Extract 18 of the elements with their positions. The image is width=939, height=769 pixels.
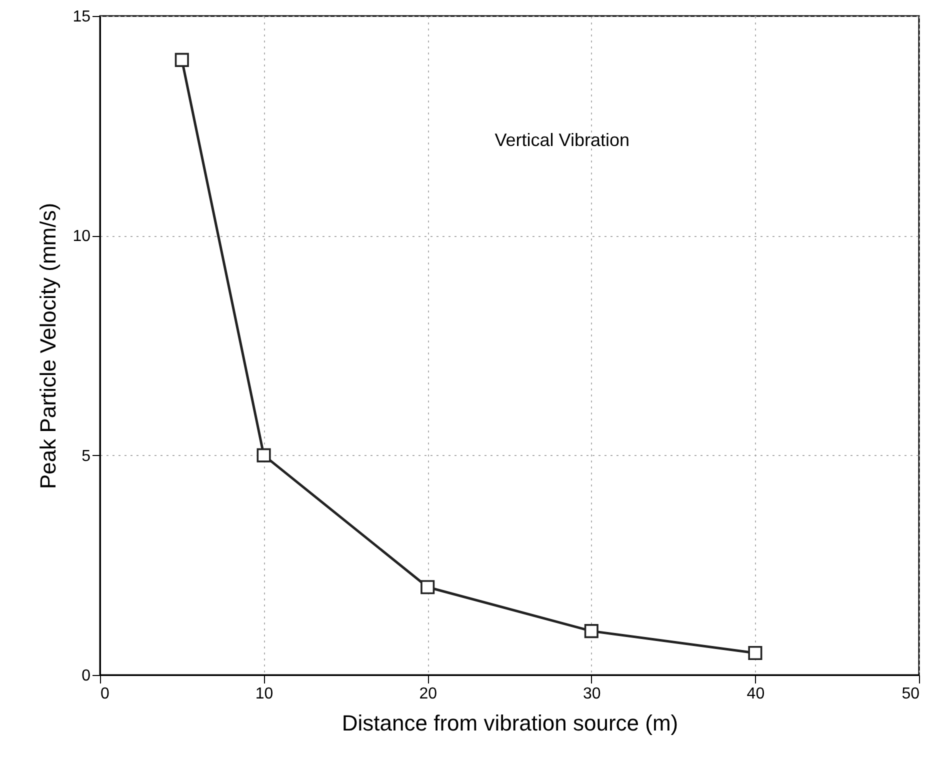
y-tick-label: 0 [82, 668, 91, 684]
annotation: Vertical Vibration [494, 130, 630, 150]
point [420, 580, 435, 594]
y-tick-label: 5 [82, 448, 91, 465]
point [584, 624, 598, 638]
point [256, 448, 271, 462]
x-axis-title: Distance from vibration source (m) [342, 710, 678, 736]
x-tick-label: 10 [255, 686, 274, 702]
x-tick-label: 30 [583, 686, 601, 702]
y-axis-title: Peak Particle Velocity (mm/s) [36, 202, 61, 490]
x-tick-label: 40 [746, 686, 765, 702]
y-tick-label: 10 [72, 228, 91, 246]
x-tick-label: 0 [100, 686, 110, 702]
x-tick-label: 50 [902, 686, 920, 702]
y-tick-label: 15 [72, 8, 91, 26]
x-tick-label: 20 [419, 686, 438, 702]
point [748, 646, 762, 660]
point [174, 52, 189, 67]
